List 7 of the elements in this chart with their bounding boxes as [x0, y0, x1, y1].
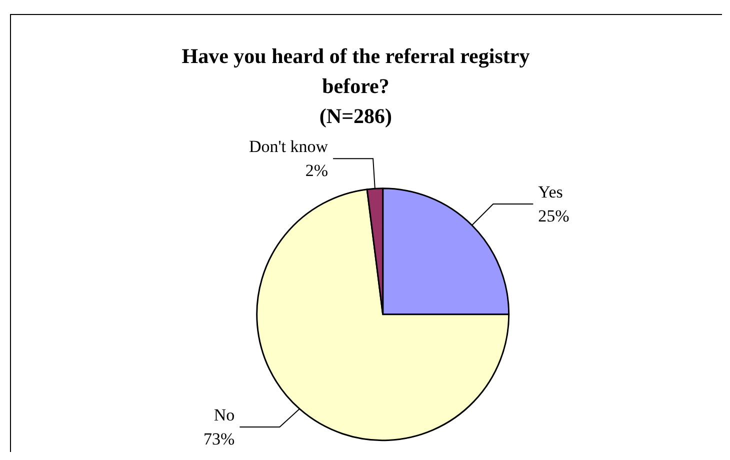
data-label: 2%: [305, 161, 328, 180]
slice-label: Don't know: [248, 137, 329, 156]
slice-label: No: [214, 406, 235, 424]
slice-label: Yes: [538, 182, 563, 202]
data-label: 73%: [204, 430, 235, 448]
data-label: 25%: [538, 206, 570, 226]
chart-title: Have you heard of the referral registry before? (N=286): [182, 44, 530, 128]
